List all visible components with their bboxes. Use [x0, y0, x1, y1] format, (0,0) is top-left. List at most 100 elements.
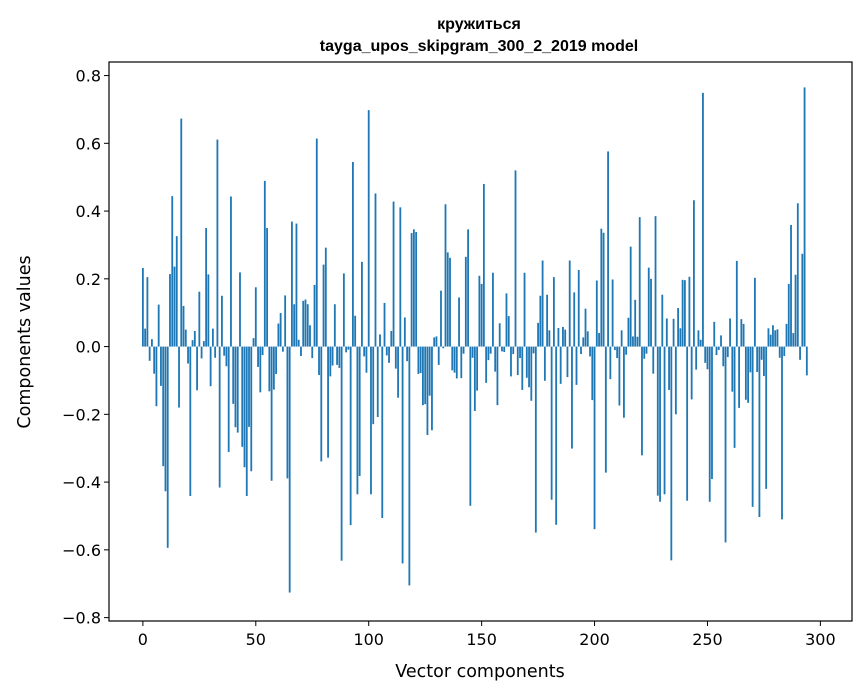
bar — [259, 346, 262, 393]
bar — [202, 341, 205, 347]
bar — [704, 346, 707, 363]
y-tick-label: −0.6 — [62, 541, 101, 560]
plot-frame — [108, 61, 853, 622]
bar — [309, 325, 311, 347]
bar — [492, 272, 494, 347]
bar — [591, 346, 594, 401]
y-tick-label: 0.8 — [76, 67, 101, 86]
bar — [295, 223, 298, 347]
bar — [494, 346, 497, 372]
bar — [740, 319, 743, 347]
x-tick-label: 0 — [138, 630, 148, 649]
bar — [677, 307, 680, 347]
x-tick-label: 100 — [353, 630, 384, 649]
bar — [417, 346, 420, 375]
bar — [245, 346, 248, 496]
bar — [248, 346, 250, 427]
bar — [189, 346, 192, 496]
chart-title-line-2: tayga_upos_skipgram_300_2_2019 model — [320, 38, 638, 55]
bar — [345, 346, 348, 353]
bar — [241, 346, 244, 447]
bar — [227, 346, 230, 452]
bar — [141, 267, 144, 347]
bar — [406, 346, 409, 362]
bar — [641, 346, 643, 456]
bar — [785, 323, 788, 347]
bar — [636, 336, 639, 347]
bar — [160, 346, 162, 386]
bar — [270, 346, 273, 481]
bar — [674, 346, 677, 415]
bar — [575, 346, 578, 385]
bar — [774, 330, 777, 347]
bar — [552, 277, 555, 347]
bar — [205, 228, 208, 347]
bar — [593, 346, 596, 530]
bar — [781, 346, 783, 520]
y-axis-ticks: −0.8 −0.6 −0.4 −0.2 0.0 0.2 0.4 0.6 0.8 — [62, 67, 109, 628]
bar — [767, 328, 770, 347]
bar — [546, 294, 549, 347]
bar — [148, 346, 151, 361]
bar — [440, 290, 442, 347]
bar — [182, 305, 185, 347]
bar — [482, 183, 485, 347]
bar — [263, 180, 266, 347]
bar — [155, 346, 158, 407]
bar — [279, 313, 282, 347]
bar — [331, 346, 334, 366]
bar — [252, 338, 255, 347]
bar — [153, 346, 156, 374]
bar — [376, 346, 379, 418]
bar — [720, 335, 722, 347]
bar — [654, 216, 657, 347]
bar — [564, 329, 567, 347]
bar — [250, 346, 253, 472]
bar — [451, 346, 454, 371]
bar — [519, 346, 521, 359]
bar — [550, 346, 553, 500]
bar — [424, 346, 427, 405]
bar — [514, 170, 517, 347]
bar — [717, 346, 720, 350]
bar — [584, 308, 587, 347]
bar — [221, 295, 223, 347]
bar — [399, 207, 402, 347]
bar — [286, 346, 289, 479]
y-axis-label: Components values — [15, 255, 35, 428]
bar — [548, 330, 551, 347]
bar — [711, 346, 713, 480]
bar — [313, 284, 316, 347]
bar — [435, 336, 438, 347]
bar — [428, 346, 431, 396]
bar — [609, 346, 612, 380]
bar — [661, 294, 664, 347]
bar — [729, 318, 731, 347]
bar — [388, 346, 390, 363]
bar — [392, 201, 395, 347]
bar — [193, 331, 196, 347]
bar — [769, 334, 772, 347]
bar — [173, 266, 176, 347]
bar — [772, 325, 774, 347]
bar — [412, 229, 415, 347]
bar — [236, 346, 239, 433]
bar — [320, 346, 323, 462]
bar — [218, 346, 221, 488]
bar — [794, 274, 797, 347]
bar — [460, 346, 463, 379]
bar — [166, 346, 169, 548]
bar — [401, 346, 404, 564]
bar — [162, 346, 165, 467]
bar — [261, 346, 264, 356]
bar — [629, 246, 632, 347]
bar — [516, 346, 519, 376]
bar — [577, 270, 580, 347]
bar — [756, 346, 759, 372]
bar — [394, 346, 397, 369]
bar — [302, 300, 305, 347]
bars-group — [141, 87, 808, 593]
bar — [178, 346, 180, 408]
bar — [200, 346, 203, 359]
bar — [207, 274, 210, 347]
